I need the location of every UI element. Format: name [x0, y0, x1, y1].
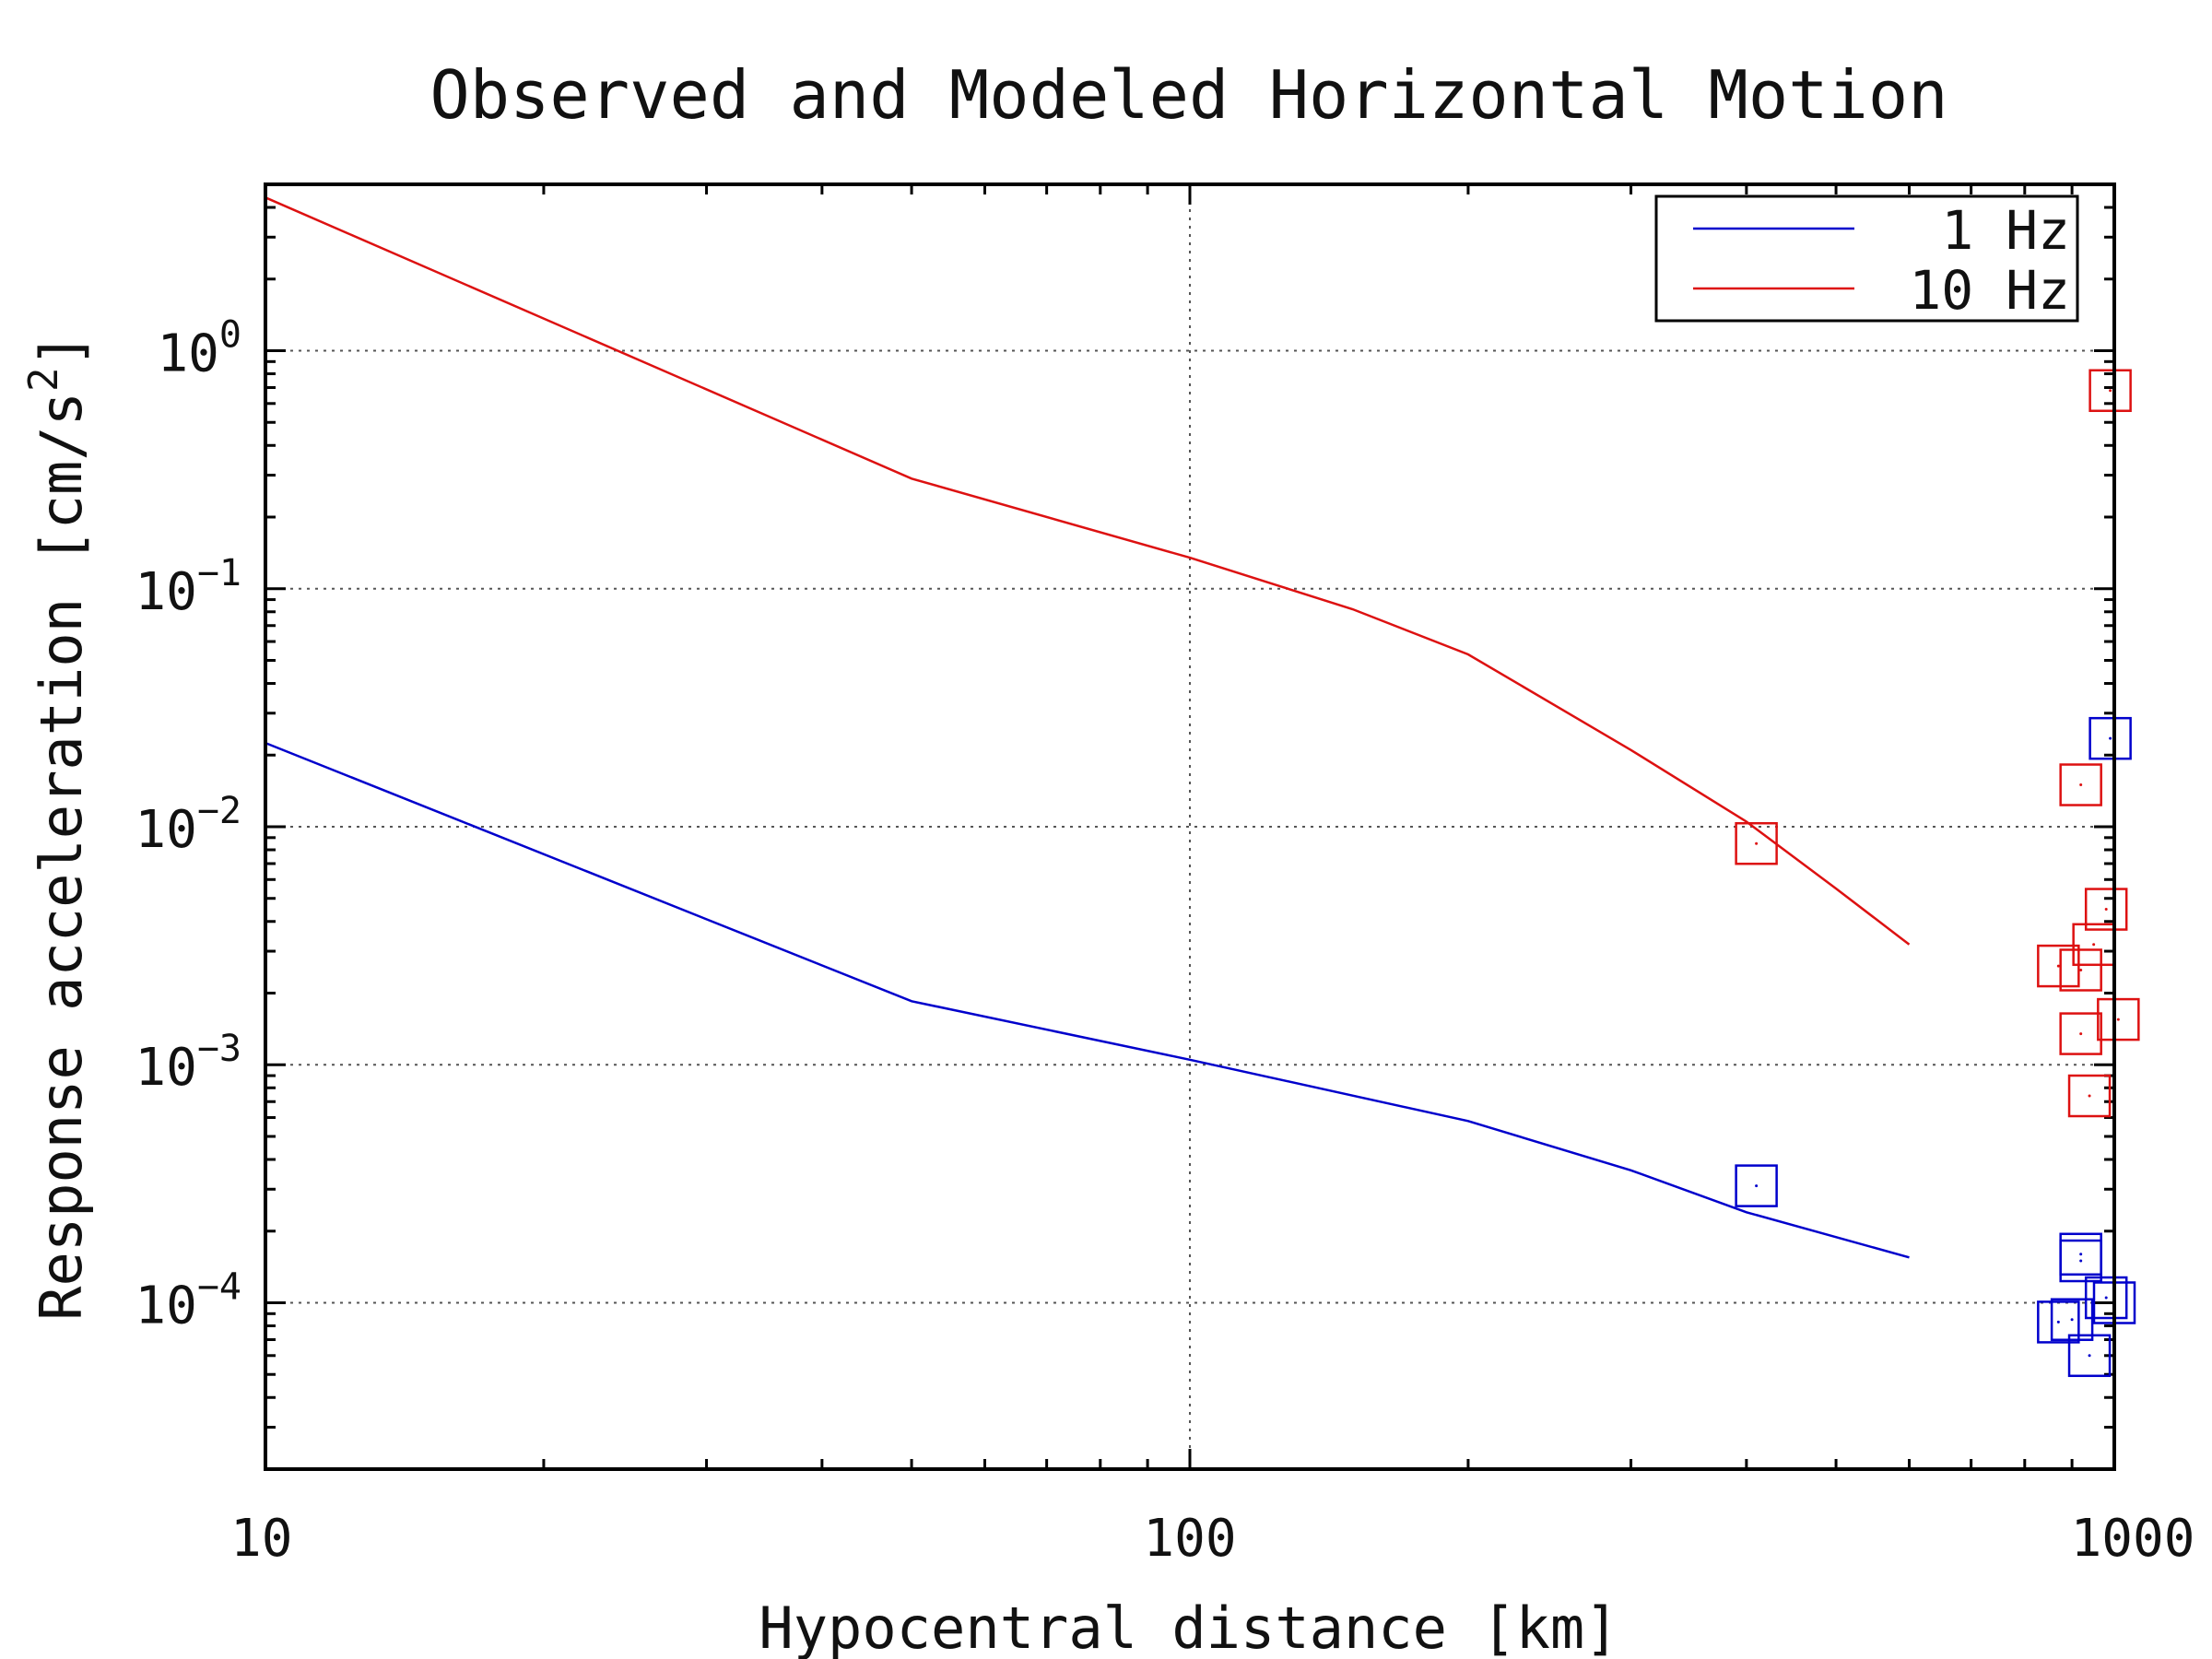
observation-point [2079, 1259, 2083, 1263]
observation-point [2104, 1296, 2108, 1300]
y-axis-label: Response acceleration [cm/s2] [20, 333, 95, 1321]
observation-markers [1735, 369, 2140, 1378]
series-line-1hz [265, 741, 1910, 1259]
observation-marker-1hz [2037, 1300, 2080, 1344]
y-tick-label-exponent: −3 [197, 1028, 241, 1070]
observation-point [2088, 1094, 2091, 1098]
y-tick-label-base: 10 [135, 1276, 196, 1335]
y-tick-label-base: 10 [135, 1038, 196, 1098]
observation-point [2079, 1253, 2083, 1256]
series-line-10hz [265, 196, 1911, 946]
observation-point [1755, 1184, 1759, 1188]
legend: 1 Hz 10 Hz [1654, 194, 2079, 323]
y-tick-label: 10−1 [135, 552, 241, 622]
observation-marker-1hz [2067, 1334, 2112, 1378]
legend-box [1654, 194, 2079, 323]
observation-marker-10hz [2084, 888, 2128, 931]
observation-point [2104, 908, 2108, 912]
x-tick-labels: 10 100 1000 [230, 1509, 2194, 1569]
chart-title: Observed and Modeled Horizontal Motion [429, 56, 1947, 134]
observation-marker-10hz [2059, 948, 2102, 992]
y-tick-label-exponent: −1 [197, 552, 241, 594]
observation-point [2109, 389, 2112, 393]
y-tick-label: 10−2 [135, 790, 241, 860]
observation-point [2079, 1032, 2083, 1036]
observation-marker-10hz [2059, 1012, 2102, 1055]
y-tick-label: 10−3 [135, 1028, 241, 1098]
y-tick-label-base: 10 [157, 324, 218, 384]
series-lines [265, 196, 1911, 1259]
legend-label-1hz: 1 Hz [1941, 199, 2070, 262]
plot-frame [264, 182, 2116, 1471]
x-tick-label: 10 [230, 1509, 292, 1569]
observation-marker-10hz [2037, 944, 2080, 988]
y-tick-label: 100 [157, 314, 241, 384]
observation-point [2070, 1318, 2074, 1322]
observation-point [2079, 968, 2083, 971]
observation-marker-10hz [2059, 763, 2102, 806]
y-axis-label-close: ] [28, 333, 95, 367]
observation-marker-10hz [1735, 821, 1778, 865]
observation-marker-1hz [2088, 716, 2132, 760]
y-axis-label-main: Response acceleration [cm/s [28, 392, 95, 1321]
y-tick-label-exponent: 0 [219, 314, 241, 357]
observation-point [1755, 841, 1759, 845]
observation-marker-1hz [2050, 1298, 2094, 1341]
plot-area [264, 182, 2140, 1471]
observation-point [2079, 783, 2083, 787]
y-tick-label-exponent: −4 [197, 1265, 241, 1308]
observation-marker-1hz [2059, 1239, 2102, 1283]
observation-marker-1hz [1735, 1164, 1778, 1207]
observation-marker-10hz [2088, 369, 2132, 413]
observation-marker-1hz [2084, 1276, 2128, 1320]
y-tick-label-base: 10 [135, 562, 196, 622]
observation-marker-10hz [2097, 997, 2140, 1041]
observation-marker-10hz [2067, 1074, 2112, 1118]
x-axis-label: Hypocentral distance [km] [759, 1594, 1618, 1659]
y-tick-label: 10−4 [135, 1265, 241, 1335]
observation-point [2109, 736, 2112, 740]
observation-point [2092, 943, 2096, 947]
y-tick-label-base: 10 [135, 800, 196, 860]
observation-point [2056, 964, 2060, 968]
x-tick-label: 1000 [2071, 1509, 2195, 1569]
x-tick-label: 100 [1143, 1509, 1236, 1569]
observation-point [2116, 1018, 2120, 1021]
legend-label-10hz: 10 Hz [1909, 259, 2070, 322]
observation-point [2056, 1320, 2060, 1324]
y-tick-label-exponent: −2 [197, 790, 241, 832]
observation-point [2088, 1354, 2091, 1358]
y-axis-label-exponent: 2 [20, 367, 67, 392]
grid-lines [265, 184, 2114, 1469]
